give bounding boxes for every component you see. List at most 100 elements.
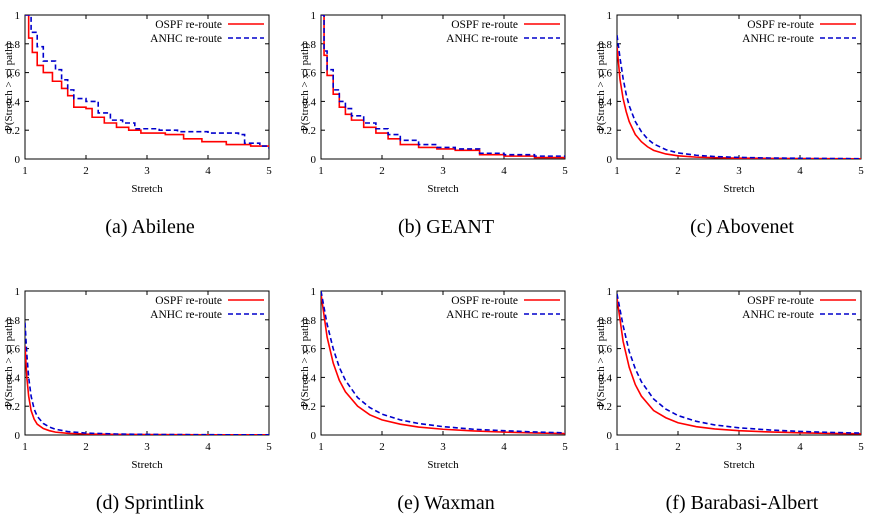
panel-abilene: 0 0.2 0.4 0.6 0.8 1 1 2 3 4 5 Stretch P(Stretch > x …	[0, 0, 300, 240]
plot-frame	[616, 14, 862, 160]
series-line-anhc	[321, 291, 565, 434]
series-line-ospf	[321, 293, 565, 435]
y-tick-label: 0	[607, 154, 613, 166]
panel-abovenet: 0 0.2 0.4 0.6 0.8 1 1 2 3 4 5 Stretch P(Stretch > x …	[592, 0, 875, 240]
caption-name: Sprintlink	[124, 492, 205, 514]
y-tick-label: 0.8	[302, 39, 316, 51]
y-tick-label: 0.6	[302, 68, 316, 80]
x-tick-label: 2	[675, 165, 681, 177]
x-axis-label: Stretch	[427, 459, 459, 471]
x-tick-label: 4	[501, 165, 507, 177]
x-tick-label: 5	[858, 165, 864, 177]
x-tick-label: 1	[614, 441, 620, 453]
panel-waxman: 0 0.2 0.4 0.6 0.8 1 1 2 3 4 5 Stretch P(Stretch > x …	[296, 276, 596, 516]
caption-abilene: (a) Abilene	[0, 216, 300, 239]
y-tick-label: 0.8	[6, 315, 20, 327]
y-tick-label: 0.2	[302, 125, 316, 137]
x-tick-label: 5	[266, 441, 272, 453]
x-tick-label: 3	[440, 441, 446, 453]
series-line-anhc	[617, 293, 861, 434]
legend-label: OSPF re-route	[451, 295, 518, 307]
plot-frame	[616, 290, 862, 436]
y-tick-label: 1	[311, 286, 317, 298]
chart-abovenet: 0 0.2 0.4 0.6 0.8 1 1 2 3 4 5 Stretch P(Stretch > x …	[595, 10, 864, 195]
y-tick-label: 0.6	[302, 344, 316, 356]
series-line-ospf	[25, 15, 269, 148]
chart-abilene: 0 0.2 0.4 0.6 0.8 1 1 2 3 4 5 Stretch P(Stretch > x …	[3, 10, 272, 195]
x-axis-label: Stretch	[723, 459, 755, 471]
y-tick-label: 1	[607, 286, 613, 298]
series-line-ospf	[321, 15, 565, 159]
caption-geant: (b) GEANT	[296, 216, 596, 239]
x-tick-label: 1	[318, 441, 324, 453]
y-tick-label: 0.2	[598, 125, 612, 137]
y-tick-label: 0.6	[598, 68, 612, 80]
caption-name: GEANT	[426, 216, 495, 238]
y-tick-label: 1	[15, 10, 21, 22]
x-tick-label: 2	[675, 441, 681, 453]
legend-label: ANHC re-route	[446, 309, 518, 321]
series-line-ospf	[617, 46, 861, 159]
y-tick-label: 0.4	[598, 96, 612, 108]
caption-tag: (c)	[690, 216, 713, 238]
x-tick-label: 3	[736, 441, 742, 453]
series-line-ospf	[617, 298, 861, 435]
series-line-anhc	[25, 15, 269, 149]
x-tick-label: 1	[318, 165, 324, 177]
series-line-anhc	[25, 322, 269, 435]
caption-name: Waxman	[424, 492, 495, 514]
y-tick-label: 0.8	[598, 315, 612, 327]
chart-waxman: 0 0.2 0.4 0.6 0.8 1 1 2 3 4 5 Stretch P(Stretch > x …	[299, 286, 568, 471]
series-line-ospf	[25, 345, 269, 435]
y-axis-label: P(Stretch > x | path)	[3, 318, 15, 407]
caption-name: Abovenet	[716, 216, 794, 238]
x-tick-label: 4	[797, 165, 803, 177]
chart-geant: 0 0.2 0.4 0.6 0.8 1 1 2 3 4 5 Stretch P(Stretch > x …	[299, 10, 568, 195]
x-axis-label: Stretch	[131, 183, 163, 195]
legend-label: OSPF re-route	[155, 295, 222, 307]
x-tick-label: 5	[562, 165, 568, 177]
x-axis-label: Stretch	[131, 459, 163, 471]
legend-label: OSPF re-route	[451, 19, 518, 31]
series-line-anhc	[321, 15, 565, 158]
y-tick-label: 0.2	[302, 401, 316, 413]
y-tick-label: 0	[311, 154, 317, 166]
y-tick-label: 0	[311, 430, 317, 442]
caption-abovenet: (c) Abovenet	[592, 216, 875, 239]
x-tick-label: 3	[440, 165, 446, 177]
y-tick-label: 0.8	[598, 39, 612, 51]
x-axis-label: Stretch	[723, 183, 755, 195]
y-tick-label: 0	[15, 430, 21, 442]
x-tick-label: 5	[562, 441, 568, 453]
x-tick-label: 4	[205, 165, 211, 177]
x-tick-label: 4	[797, 441, 803, 453]
caption-sprintlink: (d) Sprintlink	[0, 492, 300, 515]
y-axis-label: P(Stretch > x | path)	[595, 318, 607, 407]
x-tick-label: 2	[83, 441, 89, 453]
y-axis-label: P(Stretch > x | path)	[299, 42, 311, 131]
caption-tag: (f)	[665, 492, 686, 514]
y-tick-label: 0.4	[302, 96, 316, 108]
legend-label: ANHC re-route	[446, 33, 518, 45]
x-tick-label: 3	[144, 165, 150, 177]
caption-barabasi-albert: (f) Barabasi-Albert	[592, 492, 875, 515]
y-tick-label: 0.2	[6, 401, 20, 413]
plot-frame	[24, 290, 270, 436]
y-tick-label: 1	[15, 286, 21, 298]
y-tick-label: 0.4	[6, 372, 20, 384]
y-tick-label: 0	[15, 154, 21, 166]
caption-tag: (d)	[95, 492, 120, 514]
x-axis-label: Stretch	[427, 183, 459, 195]
plot-frame	[320, 14, 566, 160]
legend-label: ANHC re-route	[742, 309, 814, 321]
caption-name: Abilene	[131, 216, 195, 238]
x-tick-label: 4	[205, 441, 211, 453]
x-tick-label: 2	[379, 165, 385, 177]
legend-label: ANHC re-route	[150, 309, 222, 321]
series-line-anhc	[617, 35, 861, 159]
y-tick-label: 0.8	[6, 39, 20, 51]
caption-tag: (b)	[397, 216, 422, 238]
legend-label: OSPF re-route	[747, 19, 814, 31]
y-tick-label: 0.8	[302, 315, 316, 327]
